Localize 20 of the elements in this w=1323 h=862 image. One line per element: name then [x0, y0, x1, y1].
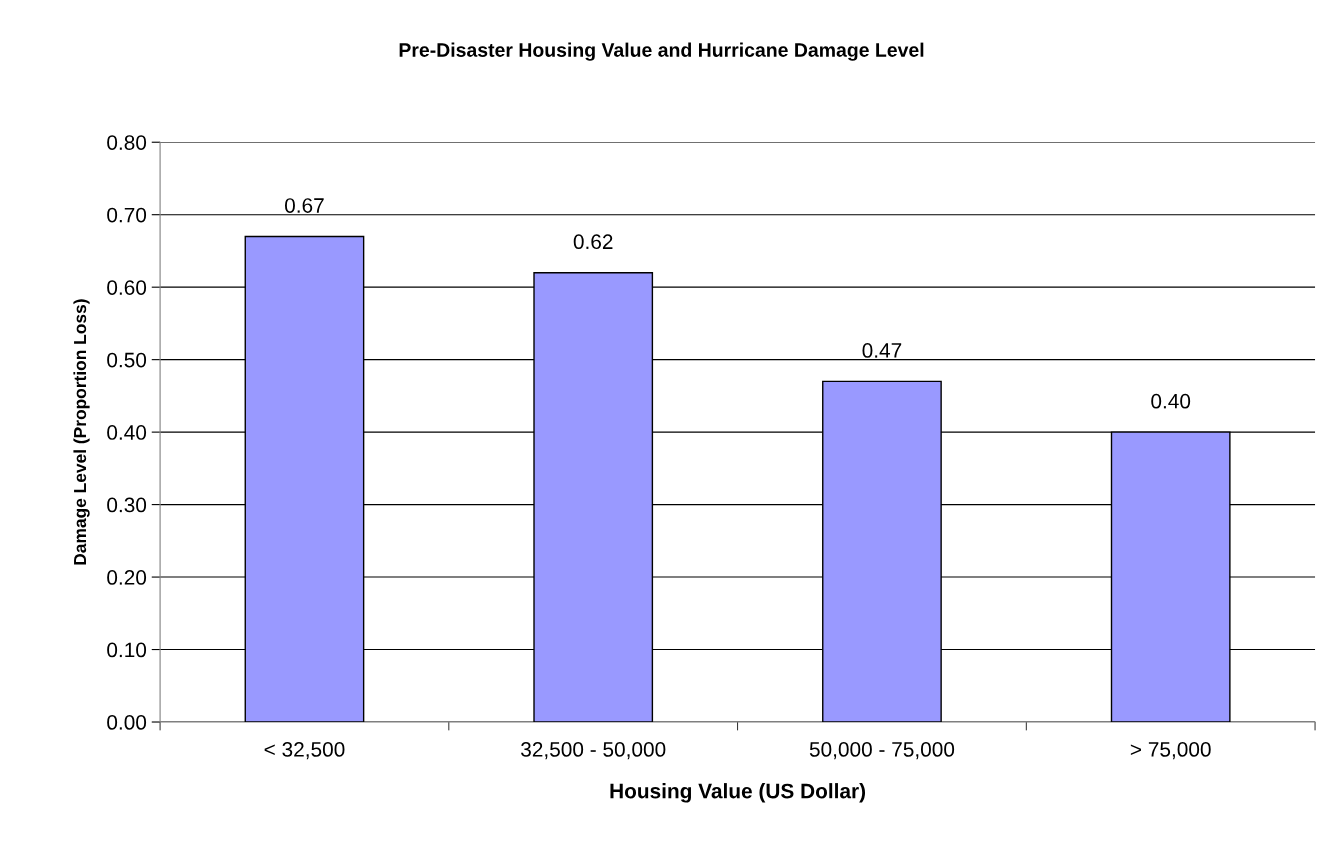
y-tick-label: 0.60	[107, 280, 147, 295]
y-tick-label: 0.80	[107, 135, 147, 150]
y-tick-label: 0.50	[107, 352, 147, 368]
data-label: 0.67	[285, 198, 324, 213]
y-axis-title: Damage Level (Proportion Loss)	[73, 299, 90, 565]
data-label: 0.40	[1151, 393, 1191, 409]
x-tick-label: 32,500 - 50,000	[521, 742, 666, 760]
data-label: 0.62	[573, 234, 613, 250]
chart-title: Pre-Disaster Housing Value and Hurricane Damage Level	[399, 42, 924, 61]
y-tick-label: 0.10	[107, 642, 147, 658]
x-tick-label: < 32,500	[264, 742, 345, 760]
x-tick-label: 50,000 - 75,000	[809, 742, 955, 760]
y-tick-label: 0.20	[107, 570, 147, 585]
x-tick-label: > 75,000	[1130, 742, 1211, 760]
y-tick-label: 0.40	[107, 425, 147, 440]
x-axis-title: Housing Value (US Dollar)	[610, 783, 866, 803]
y-tick-label: 0.00	[107, 715, 147, 730]
y-tick-label: 0.30	[107, 497, 147, 513]
data-label: 0.47	[862, 343, 902, 358]
y-tick-label: 0.70	[107, 207, 147, 223]
